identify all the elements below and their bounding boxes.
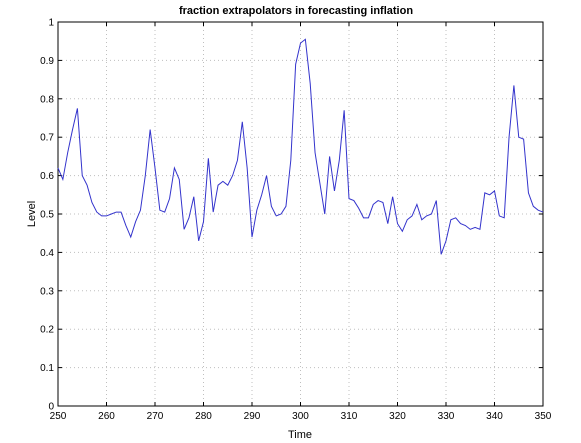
y-tick-label: 1 [48, 18, 54, 29]
y-tick-label: 0 [48, 402, 54, 413]
y-tick-label: 0.9 [40, 56, 54, 67]
x-tick-label: 290 [244, 411, 261, 422]
y-tick-label: 0.8 [40, 94, 54, 105]
x-tick-label: 330 [438, 411, 455, 422]
x-tick-label: 260 [98, 411, 115, 422]
y-tick-label: 0.3 [40, 286, 54, 297]
x-tick-label: 300 [292, 411, 309, 422]
x-tick-label: 350 [535, 411, 552, 422]
x-tick-label: 310 [341, 411, 358, 422]
y-axis-label: Level [26, 201, 38, 227]
y-tick-label: 0.4 [40, 248, 54, 259]
y-tick-label: 0.5 [40, 210, 54, 221]
y-tick-label: 0.2 [40, 325, 54, 336]
y-tick-label: 0.7 [40, 133, 54, 144]
x-tick-label: 270 [147, 411, 164, 422]
x-tick-label: 250 [50, 411, 67, 422]
series-line [57, 38, 544, 255]
chart-title: fraction extrapolators in forecasting in… [179, 5, 413, 17]
tick-labels: 250 260 270 280 290 300 310 320 330 340 350 0 0.1 0.2… [40, 18, 552, 423]
axis-ticks [57, 21, 544, 407]
y-tick-label: 0.6 [40, 171, 54, 182]
x-axis-label: Time [288, 429, 312, 441]
x-tick-label: 340 [486, 411, 503, 422]
y-tick-label: 0.1 [40, 363, 54, 374]
x-tick-label: 320 [389, 411, 406, 422]
x-tick-label: 280 [195, 411, 212, 422]
grid [58, 22, 543, 406]
